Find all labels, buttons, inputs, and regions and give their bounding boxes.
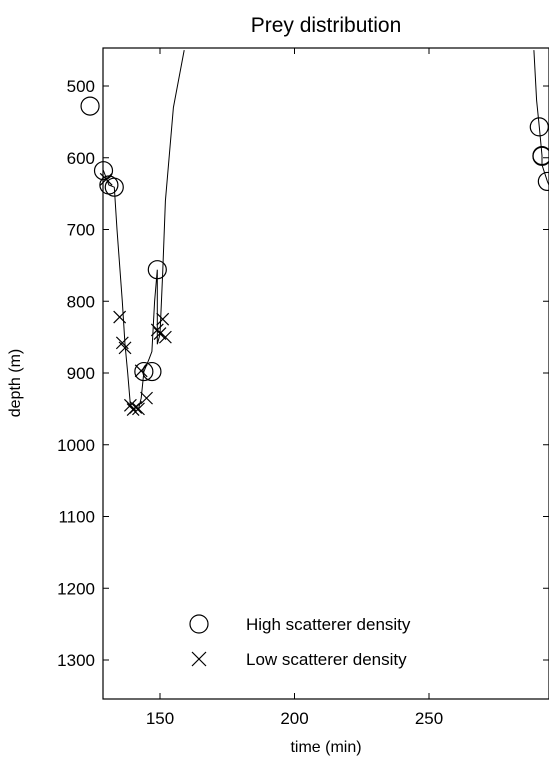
legend-circle-marker xyxy=(189,614,209,634)
x-marker-stroke xyxy=(129,401,143,414)
x-tick-label: 150 xyxy=(146,709,174,728)
y-tick-label: 700 xyxy=(67,221,95,240)
low-density-point xyxy=(99,172,113,186)
dive-track-segment xyxy=(103,50,185,411)
low-density-point xyxy=(134,364,148,378)
legend: High scatterer density Low scatterer den… xyxy=(189,614,411,669)
x-axis-label: time (min) xyxy=(290,739,361,756)
high-density-point xyxy=(80,96,100,116)
y-tick-label: 600 xyxy=(67,149,95,168)
y-tick-label: 1300 xyxy=(57,651,95,670)
high-density-point xyxy=(532,146,549,166)
x-marker-stroke xyxy=(99,172,113,186)
x-marker-stroke xyxy=(153,327,167,340)
dive-track-segment xyxy=(533,50,549,187)
legend-x-marker xyxy=(191,651,207,667)
low-density-point xyxy=(140,391,153,405)
low-density-point xyxy=(129,401,143,414)
legend-high-label: High scatterer density xyxy=(246,615,411,634)
x-marker-stroke xyxy=(123,398,137,412)
x-marker-stroke xyxy=(118,341,132,355)
y-tick-label: 1100 xyxy=(58,508,95,527)
x-marker-stroke xyxy=(150,323,164,337)
low-density-point xyxy=(158,330,172,344)
high-density-point xyxy=(147,260,167,280)
y-tick-label: 800 xyxy=(67,292,95,311)
low-density-point xyxy=(156,312,170,326)
high-density-point xyxy=(537,171,549,192)
low-density-point xyxy=(153,327,167,340)
y-axis-label: depth (m) xyxy=(7,349,24,417)
x-marker-stroke xyxy=(115,336,129,350)
y-tick-label: 500 xyxy=(67,77,95,96)
high-density-point xyxy=(529,117,549,137)
ticks-layer: 1502002503003504005006007008009001000110… xyxy=(57,48,549,728)
chart-title: Prey distribution xyxy=(251,14,402,37)
x-tick-label: 250 xyxy=(415,709,443,728)
dive-track xyxy=(103,50,549,411)
high-density-point xyxy=(142,361,162,382)
y-tick-label: 1200 xyxy=(57,579,95,598)
y-tick-label: 1000 xyxy=(57,436,95,455)
x-marker-stroke xyxy=(158,330,172,344)
x-marker-stroke xyxy=(132,402,145,416)
markers-layer xyxy=(80,96,549,417)
low-density-point xyxy=(150,323,164,337)
x-marker-stroke xyxy=(134,364,148,378)
x-marker-stroke xyxy=(156,312,170,326)
y-tick-label: 900 xyxy=(67,364,95,383)
high-density-point xyxy=(134,361,154,382)
x-marker-stroke xyxy=(140,391,153,405)
x-tick-label: 200 xyxy=(280,709,308,728)
x-marker-stroke xyxy=(113,310,127,324)
legend-low-label: Low scatterer density xyxy=(246,650,407,669)
low-density-point xyxy=(113,310,127,324)
high-density-point xyxy=(104,177,124,197)
low-density-point xyxy=(118,341,132,355)
low-density-point xyxy=(132,402,145,416)
